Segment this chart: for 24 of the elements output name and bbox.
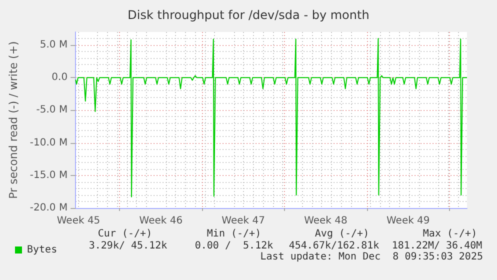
x-tick-label: Week 45 bbox=[56, 216, 100, 226]
text: Last update: Mon Dec 8 09:35:03 2025 bbox=[260, 252, 483, 262]
text: Min (-/+) bbox=[206, 228, 262, 240]
x-tick-label: Week 46 bbox=[139, 216, 183, 226]
text: 0.00 / 5.12k bbox=[194, 240, 274, 252]
y-tick-label: -20.0 M bbox=[30, 202, 68, 214]
text: Cur (-/+) bbox=[98, 228, 152, 240]
y-tick-label: -5.0 M bbox=[36, 104, 68, 116]
x-tick-label: Week 49 bbox=[386, 216, 430, 226]
text: 181.22M/ 36.40M bbox=[392, 240, 482, 252]
y-axis-title: Pr second read (-) / write (+) bbox=[7, 41, 20, 199]
chart-title: Disk throughput for /dev/sda - by month bbox=[128, 8, 370, 22]
line-series bbox=[75, 38, 468, 198]
y-tick-label: -10.0 M bbox=[30, 137, 68, 148]
text: Avg (-/+) bbox=[314, 228, 370, 240]
y-tick-label: -15.0 M bbox=[30, 170, 68, 181]
y-tick-label: 5.0 M bbox=[40, 40, 68, 51]
x-tick-label: Week 47 bbox=[222, 216, 265, 226]
text: Max (-/+) bbox=[422, 228, 478, 240]
y-tick-label: 0.0 bbox=[52, 72, 68, 84]
x-tick-label: Week 48 bbox=[304, 216, 348, 226]
text: 3.29k/ 45.12k bbox=[88, 240, 168, 252]
text: 454.67k/162.81k bbox=[288, 240, 380, 252]
legend-label: Bytes bbox=[27, 244, 58, 256]
